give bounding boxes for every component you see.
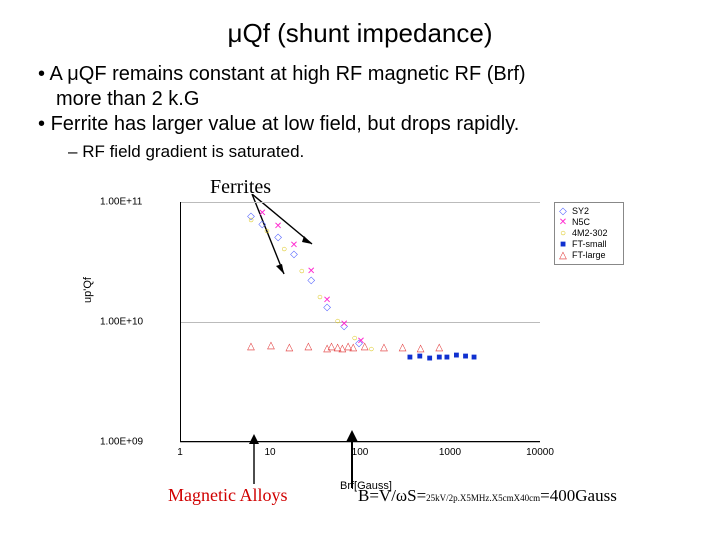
- gridline: [180, 442, 540, 443]
- data-point: △: [286, 343, 294, 353]
- chart-container: Ferrites ◇◇◇◇◇◇◇◇✕✕✕✕✕✕✕○○○○○○○○■■■■■■■■…: [100, 172, 620, 502]
- data-point: ■: [462, 352, 468, 362]
- ferrites-label: Ferrites: [210, 176, 271, 199]
- magnetic-alloys-label: Magnetic Alloys: [168, 485, 288, 506]
- y-axis-label: up'Qf: [82, 277, 94, 303]
- data-point: ✕: [258, 209, 266, 219]
- legend-row: △ FT-large: [558, 250, 620, 260]
- data-point: △: [247, 342, 255, 352]
- data-point: ■: [407, 353, 413, 363]
- sub-bullet-1: RF field gradient is saturated.: [68, 142, 690, 162]
- legend-label: FT-small: [572, 239, 607, 249]
- data-point: ○: [335, 317, 341, 327]
- data-point: △: [380, 343, 388, 353]
- y-tick-label: 1.00E+11: [100, 197, 142, 208]
- data-point: △: [304, 342, 312, 352]
- x-tick-label: 1000: [439, 447, 461, 458]
- legend-label: 4M2-302: [572, 228, 608, 238]
- data-point: △: [417, 344, 425, 354]
- slide-title: μQf (shunt impedance): [30, 18, 690, 49]
- data-point: ○: [248, 216, 254, 226]
- legend-label: FT-large: [572, 250, 606, 260]
- y-tick-label: 1.00E+10: [100, 317, 143, 328]
- x-tick-label: 10: [264, 447, 275, 458]
- bullet-1-line2: more than 2 k.G: [56, 88, 690, 111]
- data-point: ○: [281, 245, 287, 255]
- data-point: ◇: [274, 233, 282, 243]
- data-point: ◇: [290, 250, 298, 260]
- legend-marker: ■: [558, 239, 568, 249]
- chart-plot-area: ◇◇◇◇◇◇◇◇✕✕✕✕✕✕✕○○○○○○○○■■■■■■■■△△△△△△△△△…: [180, 202, 540, 442]
- data-point: ■: [453, 351, 459, 361]
- data-point: ✕: [290, 241, 298, 251]
- data-point: ✕: [323, 296, 331, 306]
- formula-text: B=V/ωS=25kV/2p.X5MHz.X5cmX40cm=400Gauss: [358, 486, 617, 506]
- formula-lhs: B=V/ωS=: [358, 486, 426, 505]
- formula-sub: 25kV/2p.X5MHz.X5cmX40cm: [426, 493, 540, 503]
- bullet-1-line1: A μQF remains constant at high RF magnet…: [38, 63, 690, 86]
- data-point: ○: [299, 267, 305, 277]
- x-tick-label: 1: [177, 447, 183, 458]
- chart-legend: ◇ SY2 ✕ N5C ○ 4M2-302 ■ FT-small △ FT-large: [554, 202, 624, 265]
- data-point: ◇: [307, 276, 315, 286]
- data-point: ■: [436, 353, 442, 363]
- legend-label: SY2: [572, 206, 589, 216]
- legend-marker: △: [558, 250, 568, 260]
- legend-marker: ○: [558, 228, 568, 238]
- legend-marker: ✕: [558, 217, 568, 227]
- legend-row: ○ 4M2-302: [558, 228, 620, 238]
- data-point: ✕: [340, 320, 348, 330]
- data-point: △: [361, 342, 369, 352]
- bullet-2: Ferrite has larger value at low field, b…: [38, 113, 690, 136]
- data-point: ✕: [307, 267, 315, 277]
- data-point: ■: [427, 354, 433, 364]
- data-point: ○: [264, 227, 270, 237]
- data-point: △: [435, 343, 443, 353]
- data-point: ○: [368, 345, 374, 355]
- data-point: △: [267, 341, 275, 351]
- data-point: △: [349, 343, 357, 353]
- data-point: △: [399, 343, 407, 353]
- data-point: ■: [444, 353, 450, 363]
- x-tick-label: 100: [352, 447, 369, 458]
- legend-row: ◇ SY2: [558, 206, 620, 216]
- data-point: ■: [471, 353, 477, 363]
- x-tick-label: 10000: [526, 447, 554, 458]
- legend-marker: ◇: [558, 206, 568, 216]
- y-tick-label: 1.00E+09: [100, 437, 143, 448]
- legend-label: N5C: [572, 217, 590, 227]
- legend-row: ■ FT-small: [558, 239, 620, 249]
- legend-row: ✕ N5C: [558, 217, 620, 227]
- data-point: ✕: [274, 222, 282, 232]
- data-point: ○: [317, 293, 323, 303]
- formula-rhs: =400Gauss: [540, 486, 617, 505]
